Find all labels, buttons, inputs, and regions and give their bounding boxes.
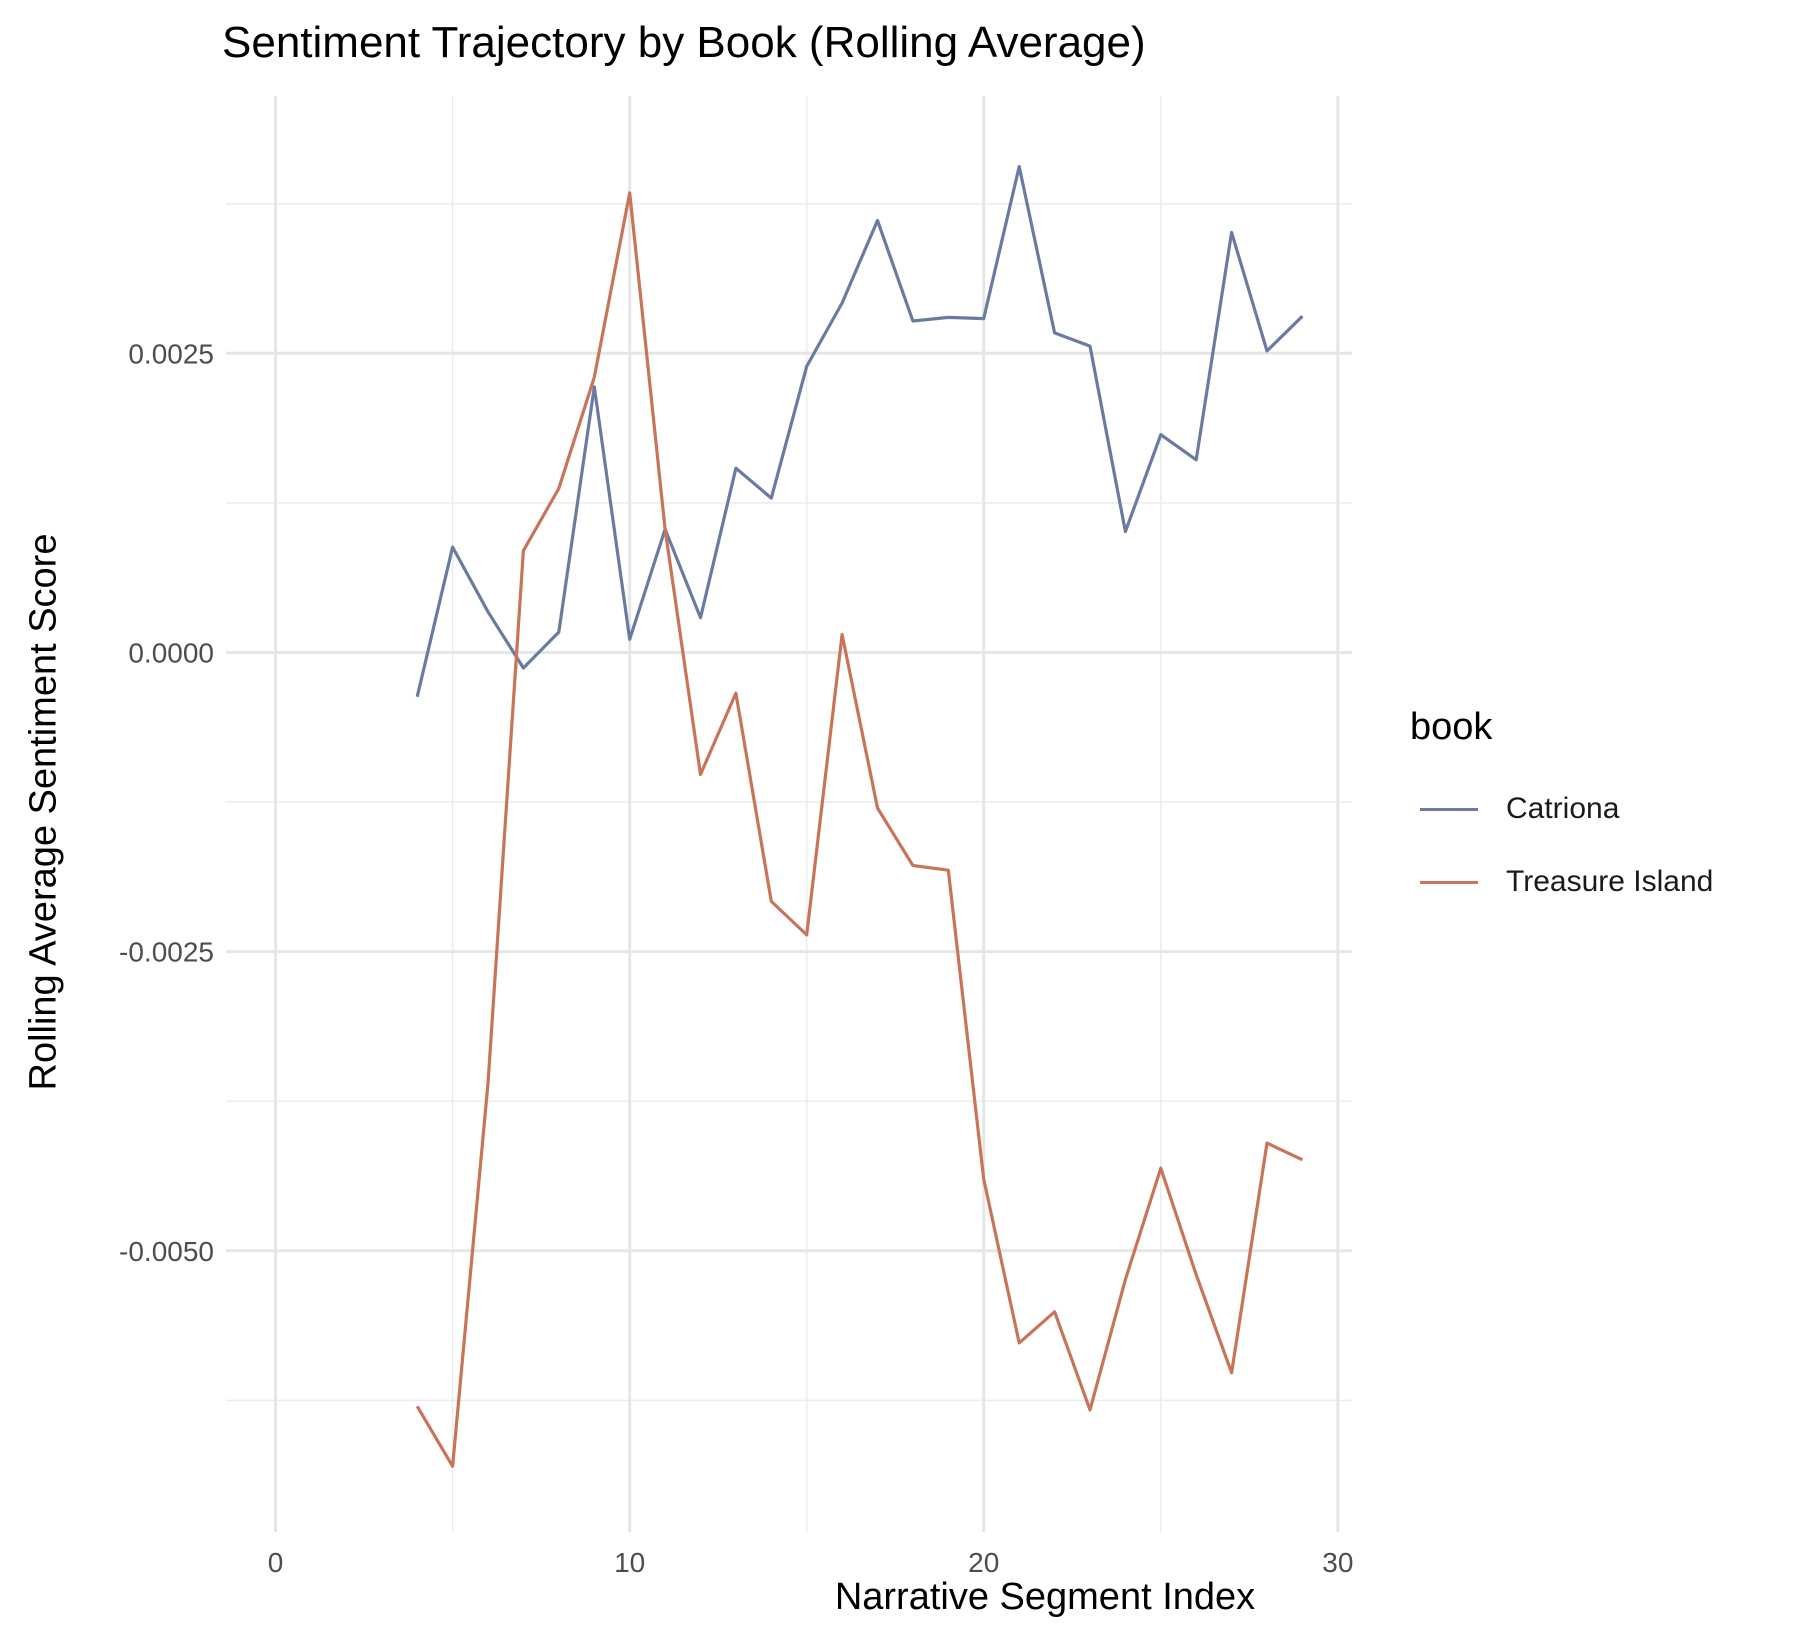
x-axis-label-wrap: Narrative Segment Index [0, 1576, 1800, 1619]
tick-labels: 0 10 20 30 -0.0050 -0.0025 0.0000 0.0025 [119, 338, 1353, 1578]
y-axis-label: Rolling Average Sentiment Score [22, 533, 65, 1091]
y-tick-label: 0.0000 [128, 637, 214, 668]
legend-item-catriona: Catriona [1420, 789, 1619, 829]
x-tick-label: 20 [968, 1547, 999, 1578]
x-axis-label: Narrative Segment Index [834, 1576, 1256, 1618]
x-tick-label: 10 [614, 1547, 645, 1578]
series-line-treasure-island [415, 191, 1304, 1468]
series-lines [415, 165, 1304, 1468]
legend-key-treasure-island [1420, 880, 1478, 884]
y-tick-label: -0.0025 [119, 937, 214, 968]
y-tick-label: 0.0025 [128, 338, 214, 369]
minor-gridlines [226, 96, 1352, 1532]
chart-title: Sentiment Trajectory by Book (Rolling Av… [222, 18, 1146, 67]
legend-title: book [1410, 706, 1493, 748]
y-tick-label: -0.0050 [119, 1236, 214, 1267]
legend-label-treasure-island: Treasure Island [1506, 865, 1714, 898]
major-gridlines [226, 96, 1352, 1532]
legend-item-treasure-island: Treasure Island [1420, 862, 1713, 902]
legend-key-catriona [1420, 807, 1478, 811]
series-line-catriona [415, 165, 1304, 698]
legend-label-catriona: Catriona [1506, 792, 1620, 825]
x-tick-label: 30 [1322, 1547, 1353, 1578]
x-tick-label: 0 [268, 1547, 284, 1578]
